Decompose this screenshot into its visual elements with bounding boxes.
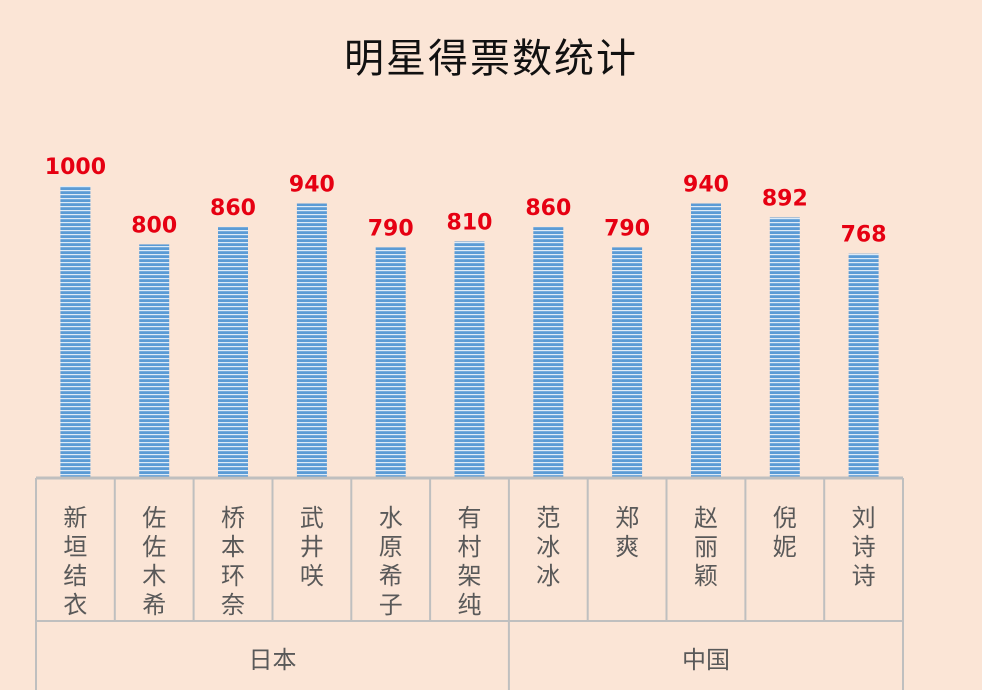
category-label-8: 郑爽 bbox=[615, 504, 639, 561]
data-label-10: 892 bbox=[762, 187, 808, 212]
category-label-9: 赵丽颖 bbox=[694, 504, 718, 590]
group-labels-layer: 日本 中国 bbox=[249, 646, 731, 674]
category-label-7: 范冰冰 bbox=[536, 504, 560, 590]
category-label-2: 佐佐木希 bbox=[142, 504, 166, 619]
category-labels-layer: 新垣结衣 佐佐木希 桥本环奈 武井咲 水原希子 有村架纯 范冰冰 郑爽 赵丽颖 倪妮 刘诗诗 bbox=[63, 504, 875, 619]
data-label-9: 940 bbox=[683, 173, 729, 198]
category-label-3: 桥本环奈 bbox=[221, 504, 245, 619]
data-label-1: 1000 bbox=[45, 155, 106, 180]
data-label-7: 860 bbox=[525, 196, 571, 221]
chart-title: 明星得票数统计 bbox=[344, 36, 638, 82]
group-label-1: 日本 bbox=[249, 646, 297, 674]
data-label-8: 790 bbox=[604, 216, 650, 241]
category-label-4: 武井咲 bbox=[300, 504, 324, 590]
category-axis bbox=[35, 476, 904, 690]
category-label-1: 新垣结衣 bbox=[63, 504, 87, 619]
bar-1 bbox=[60, 186, 91, 478]
category-label-11: 刘诗诗 bbox=[852, 504, 876, 590]
category-label-5: 水原希子 bbox=[379, 504, 403, 619]
bar-3 bbox=[218, 226, 248, 478]
data-label-5: 790 bbox=[368, 216, 414, 241]
data-labels-layer: 1000 800 860 940 790 810 860 790 940 892 768 bbox=[45, 155, 887, 248]
data-label-6: 810 bbox=[447, 211, 493, 236]
bar-6 bbox=[454, 241, 485, 478]
data-label-3: 860 bbox=[210, 196, 256, 221]
category-label-6: 有村架纯 bbox=[458, 504, 482, 619]
bars-layer bbox=[60, 186, 879, 478]
group-label-2: 中国 bbox=[682, 646, 730, 674]
data-label-11: 768 bbox=[841, 223, 887, 248]
bar-10 bbox=[769, 217, 800, 478]
bar-2 bbox=[139, 244, 170, 478]
category-label-10: 倪妮 bbox=[773, 504, 797, 561]
bar-9 bbox=[691, 203, 721, 478]
bar-4 bbox=[296, 203, 327, 478]
data-label-2: 800 bbox=[131, 213, 177, 238]
bar-11 bbox=[848, 253, 879, 478]
bar-8 bbox=[612, 247, 643, 478]
bar-5 bbox=[375, 247, 406, 478]
bar-7 bbox=[533, 226, 564, 478]
data-label-4: 940 bbox=[289, 173, 335, 198]
